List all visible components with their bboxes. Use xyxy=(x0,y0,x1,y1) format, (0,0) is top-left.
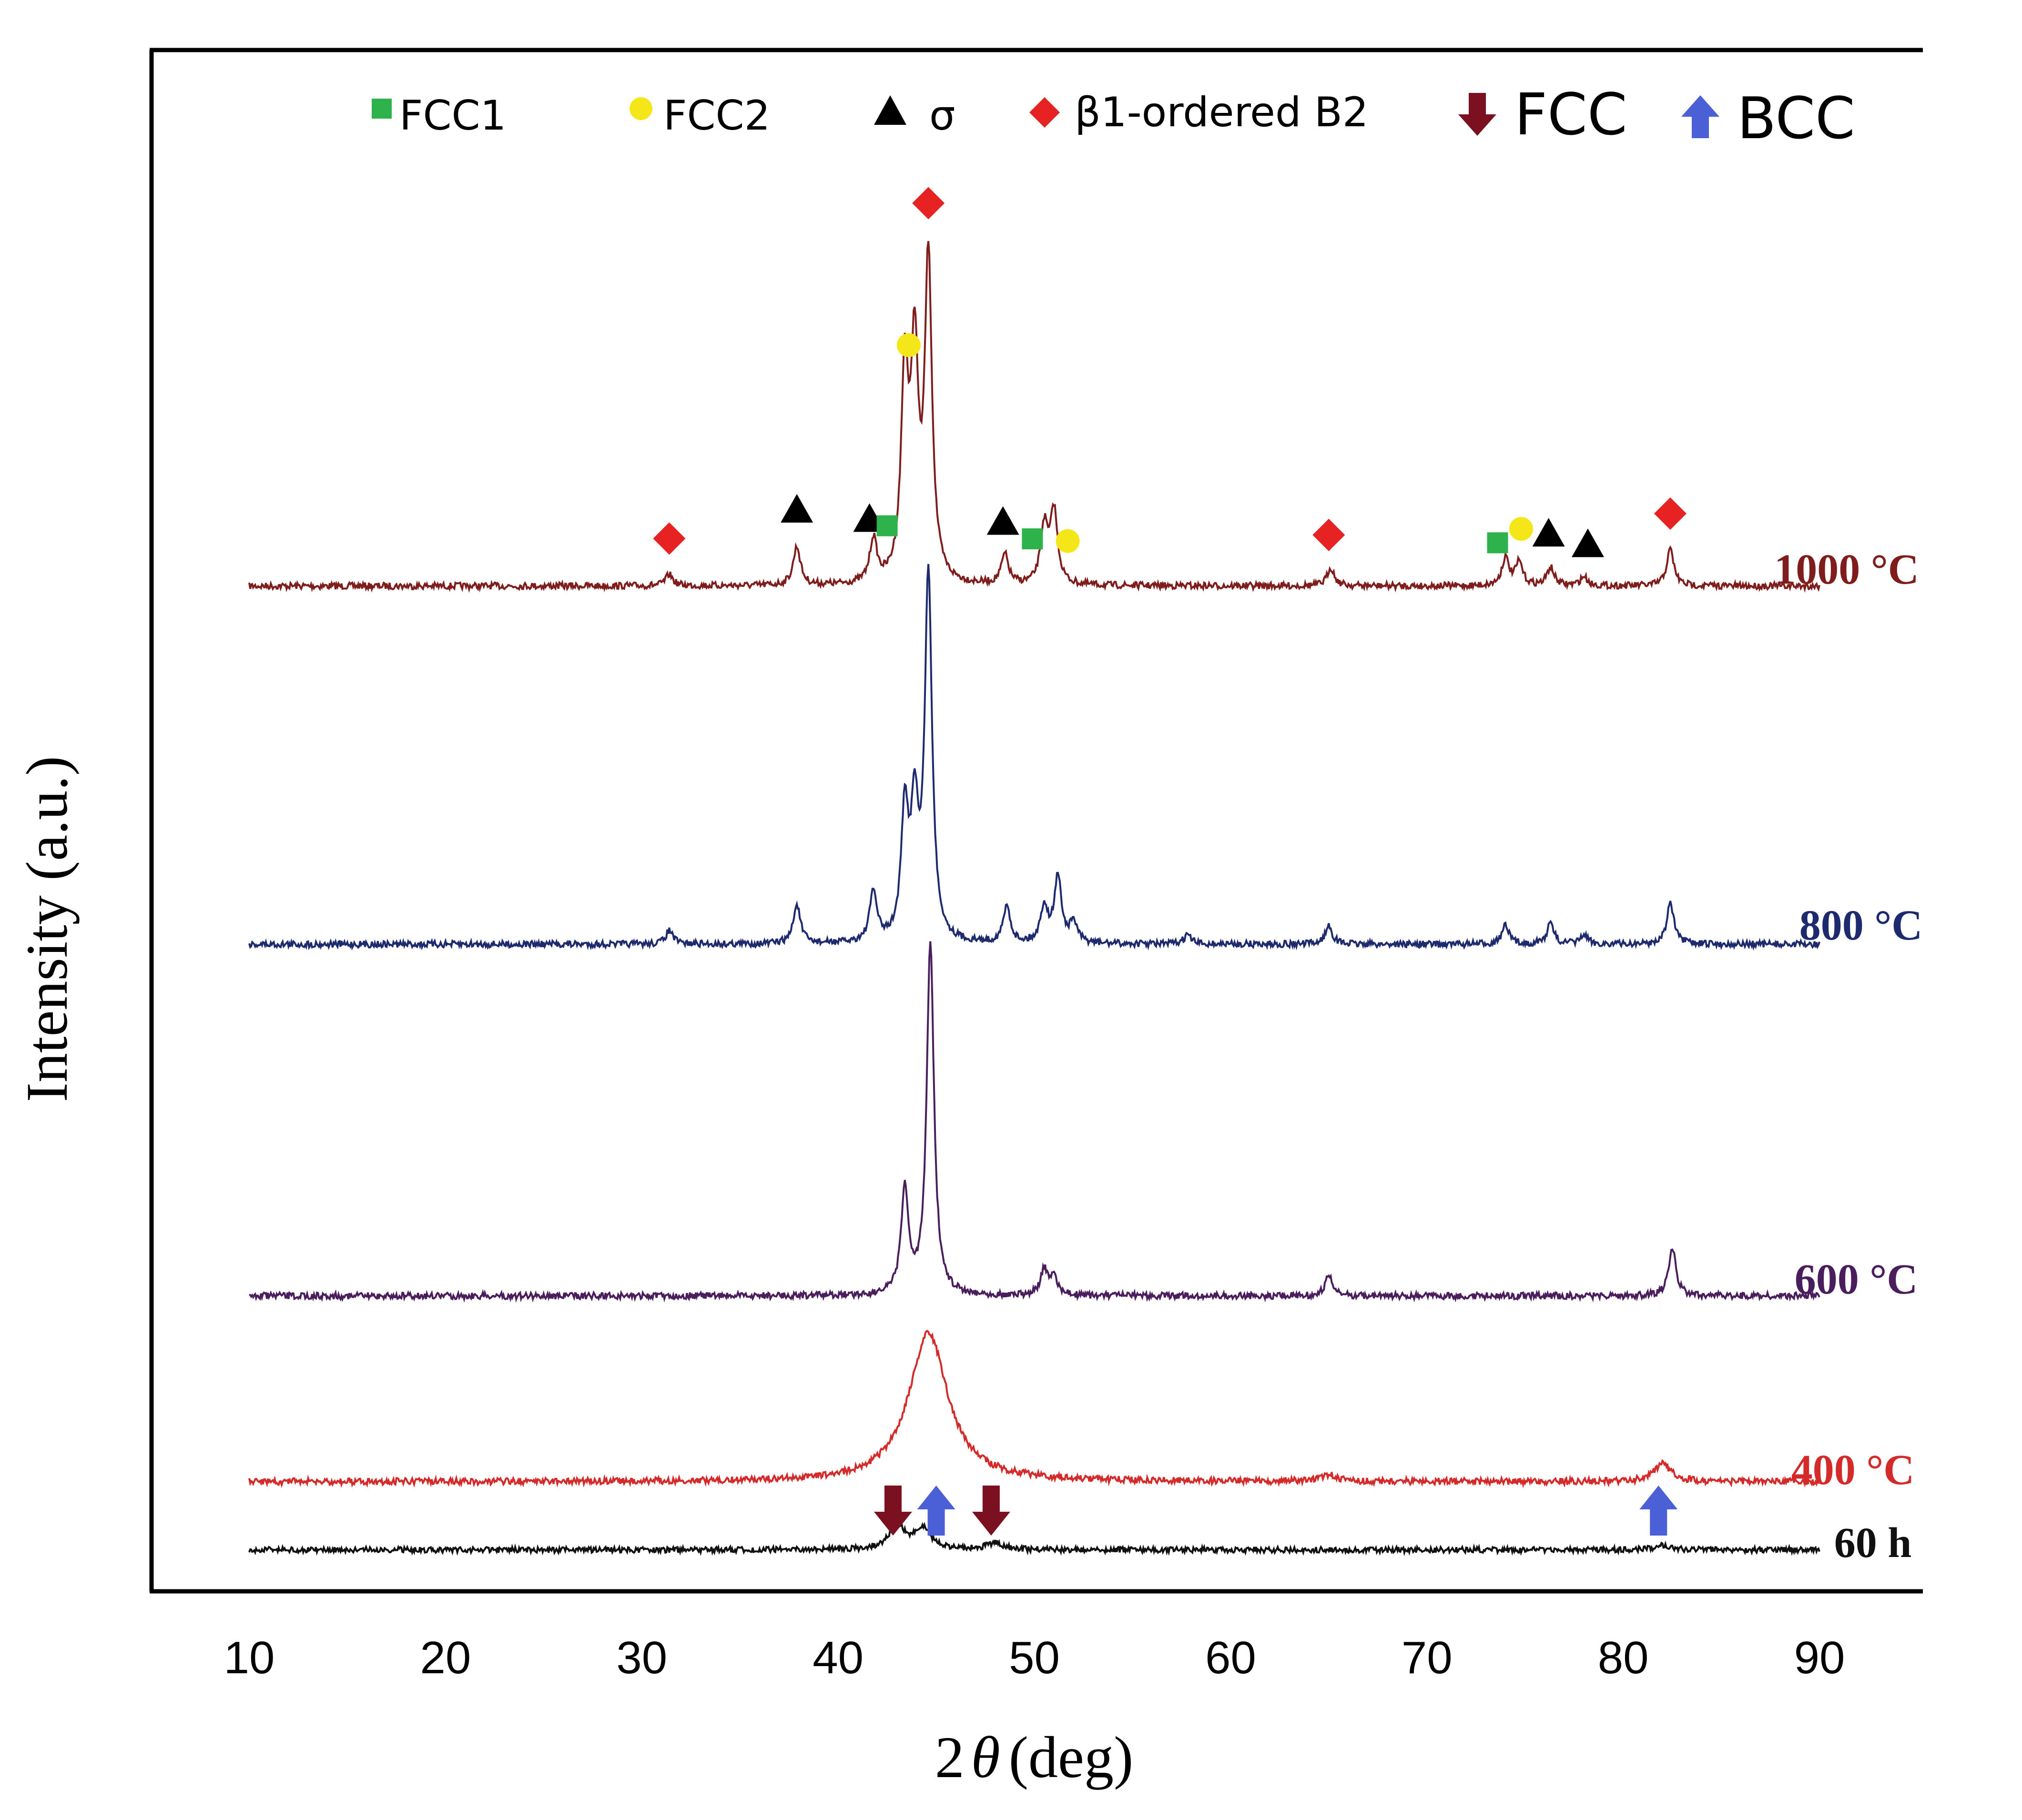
series-label-600c: 600 °C xyxy=(1795,1256,1918,1303)
phase-marker-diamond-3 xyxy=(1312,518,1345,551)
x-axis-title: 2 θ (deg) xyxy=(935,1725,1134,1790)
legend-fcc2-label: FCC2 xyxy=(663,92,770,140)
series-line-800c xyxy=(248,564,1820,951)
y-axis-title: Intensity (a.u.) xyxy=(14,756,80,1102)
x-axis-title-theta: θ xyxy=(971,1725,1000,1790)
x-tick-label-10: 10 xyxy=(224,1632,275,1683)
x-tick-label-70: 70 xyxy=(1402,1632,1453,1683)
x-tick-label-90: 90 xyxy=(1794,1632,1845,1683)
series-line-600c xyxy=(249,941,1820,1303)
legend-b2-label: β1-ordered B2 xyxy=(1075,89,1369,136)
x-tick-label-50: 50 xyxy=(1009,1632,1060,1683)
series-line-1000c xyxy=(248,241,1820,593)
phase-marker-arrow-down-1-60h xyxy=(874,1486,912,1536)
x-tick-label-80: 80 xyxy=(1598,1632,1649,1683)
series-line-400c xyxy=(248,1330,1820,1488)
phase-marker-circle-2 xyxy=(1056,529,1080,553)
legend: FCC1 FCC2 σ β1-ordered B2 FCC BCC xyxy=(372,82,1855,152)
x-tick-label-60: 60 xyxy=(1205,1632,1256,1683)
phase-marker-diamond-4 xyxy=(1654,497,1687,530)
legend-fcc-arrow-icon xyxy=(1458,93,1496,136)
phase-marker-layer xyxy=(653,187,1687,1536)
phase-marker-arrow-up-2-60h xyxy=(1639,1486,1678,1536)
plot-frame xyxy=(149,48,1923,1594)
legend-sigma-marker xyxy=(874,95,906,125)
phase-marker-circle-1 xyxy=(896,333,921,357)
phase-marker-diamond-2 xyxy=(912,187,945,220)
x-axis-title-prefix: 2 xyxy=(935,1725,965,1790)
phase-marker-square-3 xyxy=(1487,532,1508,554)
series-label-1000c: 1000 °C xyxy=(1774,546,1919,593)
legend-fcc-label: FCC xyxy=(1514,82,1627,148)
legend-b2-marker xyxy=(1029,97,1060,128)
phase-marker-triangle-5 xyxy=(1571,528,1604,557)
phase-marker-square-2 xyxy=(1022,528,1043,549)
phase-marker-arrow-up-1-60h xyxy=(917,1486,955,1536)
phase-marker-triangle-3 xyxy=(986,506,1019,535)
series-label-60h: 60 h xyxy=(1834,1519,1912,1567)
legend-fcc1-marker xyxy=(372,99,392,119)
series-layer: 1000 °C 800 °C 600 °C 400 °C 60 h xyxy=(248,241,1923,1567)
phase-marker-square-1 xyxy=(876,515,898,536)
x-tick-label-40: 40 xyxy=(813,1632,864,1683)
phase-marker-diamond-1 xyxy=(653,522,686,555)
phase-marker-circle-3 xyxy=(1509,517,1533,541)
series-line-60h xyxy=(248,1521,1820,1557)
legend-bcc-arrow-icon xyxy=(1681,95,1719,138)
legend-fcc1-label: FCC1 xyxy=(399,92,506,140)
phase-marker-arrow-down-2-60h xyxy=(972,1486,1010,1536)
legend-bcc-label: BCC xyxy=(1737,86,1855,152)
legend-sigma-label: σ xyxy=(929,92,955,140)
legend-fcc2-marker xyxy=(630,97,652,120)
series-label-800c: 800 °C xyxy=(1799,902,1923,949)
phase-marker-triangle-1 xyxy=(781,494,813,523)
phase-marker-triangle-4 xyxy=(1532,518,1565,547)
series-label-400c: 400 °C xyxy=(1791,1446,1915,1494)
x-tick-labels: 10 20 30 40 50 60 70 80 90 xyxy=(224,1632,1845,1683)
x-axis-title-unit: (deg) xyxy=(1009,1725,1134,1790)
x-tick-label-30: 30 xyxy=(616,1632,667,1683)
x-tick-label-20: 20 xyxy=(420,1632,471,1683)
